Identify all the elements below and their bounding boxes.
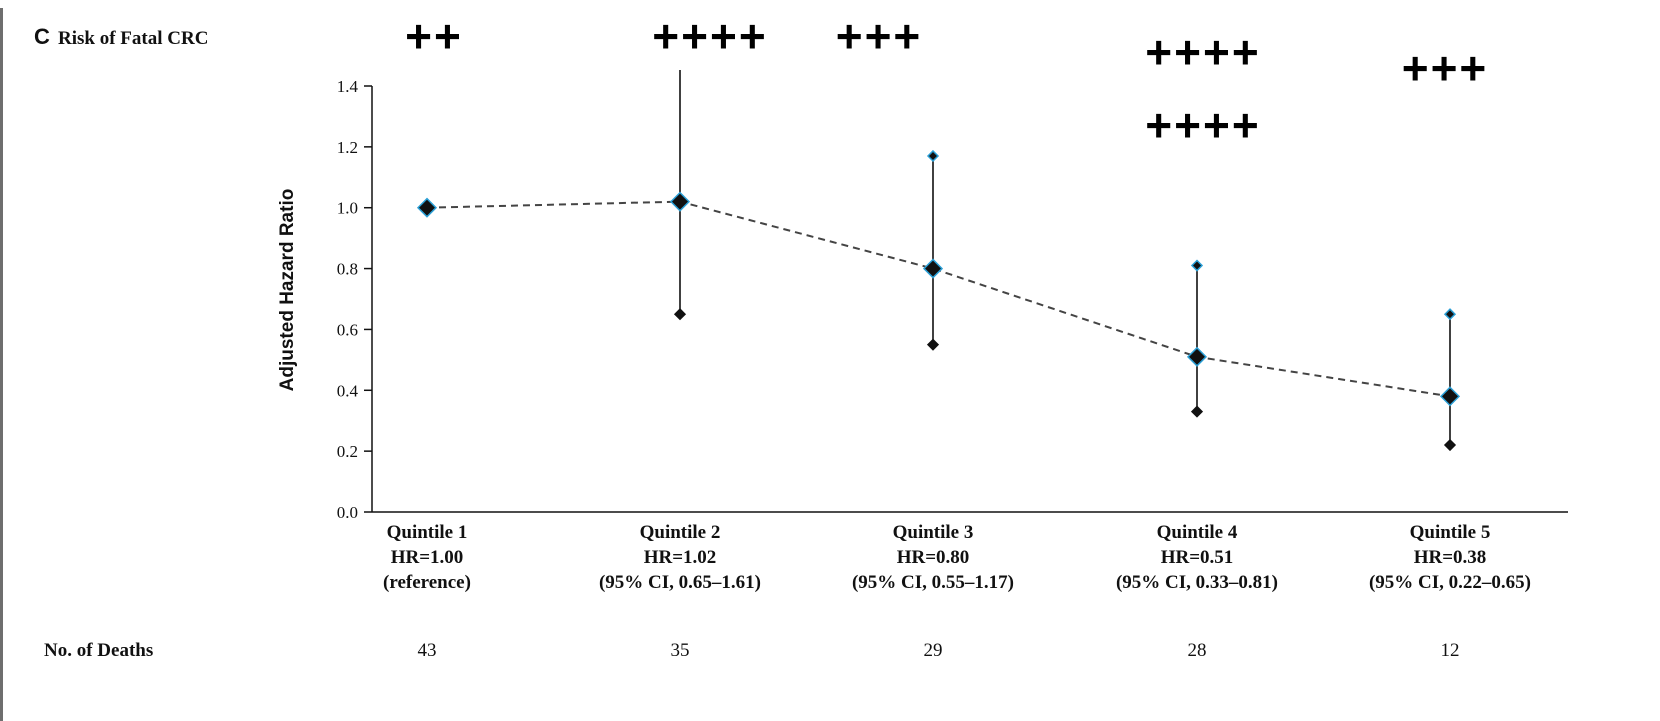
ci-label-1: (reference) bbox=[383, 572, 471, 593]
hr-label-1: HR=1.00 bbox=[391, 547, 464, 568]
category-label-5: Quintile 5 bbox=[1410, 522, 1491, 543]
plus-annotation-q1: ++ bbox=[405, 10, 463, 62]
ci-label-2: (95% CI, 0.65–1.61) bbox=[599, 572, 761, 593]
ci-label-5: (95% CI, 0.22–0.65) bbox=[1369, 572, 1531, 593]
hr-label-3: HR=0.80 bbox=[897, 547, 970, 568]
deaths-count-3: 29 bbox=[924, 640, 943, 661]
ci-lower-cap-2 bbox=[673, 308, 687, 321]
y-tick-label: 1.4 bbox=[337, 77, 359, 96]
plus-annotation-q4: ++++ bbox=[1145, 99, 1260, 151]
ci-label-4: (95% CI, 0.33–0.81) bbox=[1116, 572, 1278, 593]
plus-annotation-q3: +++ bbox=[836, 10, 923, 62]
y-axis-label: Adjusted Hazard Ratio bbox=[277, 189, 298, 392]
hr-label-5: HR=0.38 bbox=[1414, 547, 1487, 568]
y-tick-label: 0.6 bbox=[337, 320, 358, 339]
ci-lower-cap-3 bbox=[926, 338, 940, 351]
ci-upper-cap-5 bbox=[1443, 308, 1457, 321]
hr-label-4: HR=0.51 bbox=[1161, 547, 1234, 568]
dashed-trend-line bbox=[426, 200, 1451, 398]
ci-upper-cap-3 bbox=[926, 149, 940, 163]
y-tick-label: 1.2 bbox=[337, 138, 358, 157]
deaths-count-5: 12 bbox=[1441, 640, 1460, 661]
hr-point-3 bbox=[922, 258, 944, 279]
category-label-1: Quintile 1 bbox=[387, 522, 468, 543]
ci-upper-cap-4 bbox=[1190, 259, 1204, 272]
category-label-2: Quintile 2 bbox=[640, 522, 721, 543]
hr-point-4 bbox=[1186, 346, 1208, 367]
category-label-3: Quintile 3 bbox=[893, 522, 974, 543]
plus-annotation-q5: +++ bbox=[1402, 42, 1489, 94]
plus-annotation-q4: ++++ bbox=[1145, 26, 1260, 78]
y-tick-label: 0.8 bbox=[337, 260, 358, 279]
hr-point-5 bbox=[1439, 386, 1461, 407]
ci-lower-cap-5 bbox=[1443, 438, 1457, 452]
hr-point-1 bbox=[416, 197, 438, 218]
deaths-count-2: 35 bbox=[671, 640, 690, 661]
y-tick-label: 0.2 bbox=[337, 442, 358, 461]
deaths-count-4: 28 bbox=[1188, 640, 1207, 661]
deaths-count-1: 43 bbox=[418, 640, 437, 661]
y-tick-label: 0.4 bbox=[337, 381, 359, 400]
category-label-4: Quintile 4 bbox=[1157, 522, 1238, 543]
panel-letter: C bbox=[34, 24, 50, 49]
plus-annotation-q2: ++++ bbox=[652, 10, 767, 62]
ci-label-3: (95% CI, 0.55–1.17) bbox=[852, 572, 1014, 593]
hr-label-2: HR=1.02 bbox=[644, 547, 717, 568]
cropped-heading-strip bbox=[0, 0, 1660, 8]
ci-lower-cap-4 bbox=[1190, 405, 1204, 418]
y-tick-label: 0.0 bbox=[337, 503, 358, 522]
y-tick-label: 1.0 bbox=[337, 199, 358, 218]
panel-title: Risk of Fatal CRC bbox=[58, 28, 208, 49]
deaths-row-label: No. of Deaths bbox=[44, 640, 153, 661]
hr-point-2 bbox=[669, 191, 691, 212]
